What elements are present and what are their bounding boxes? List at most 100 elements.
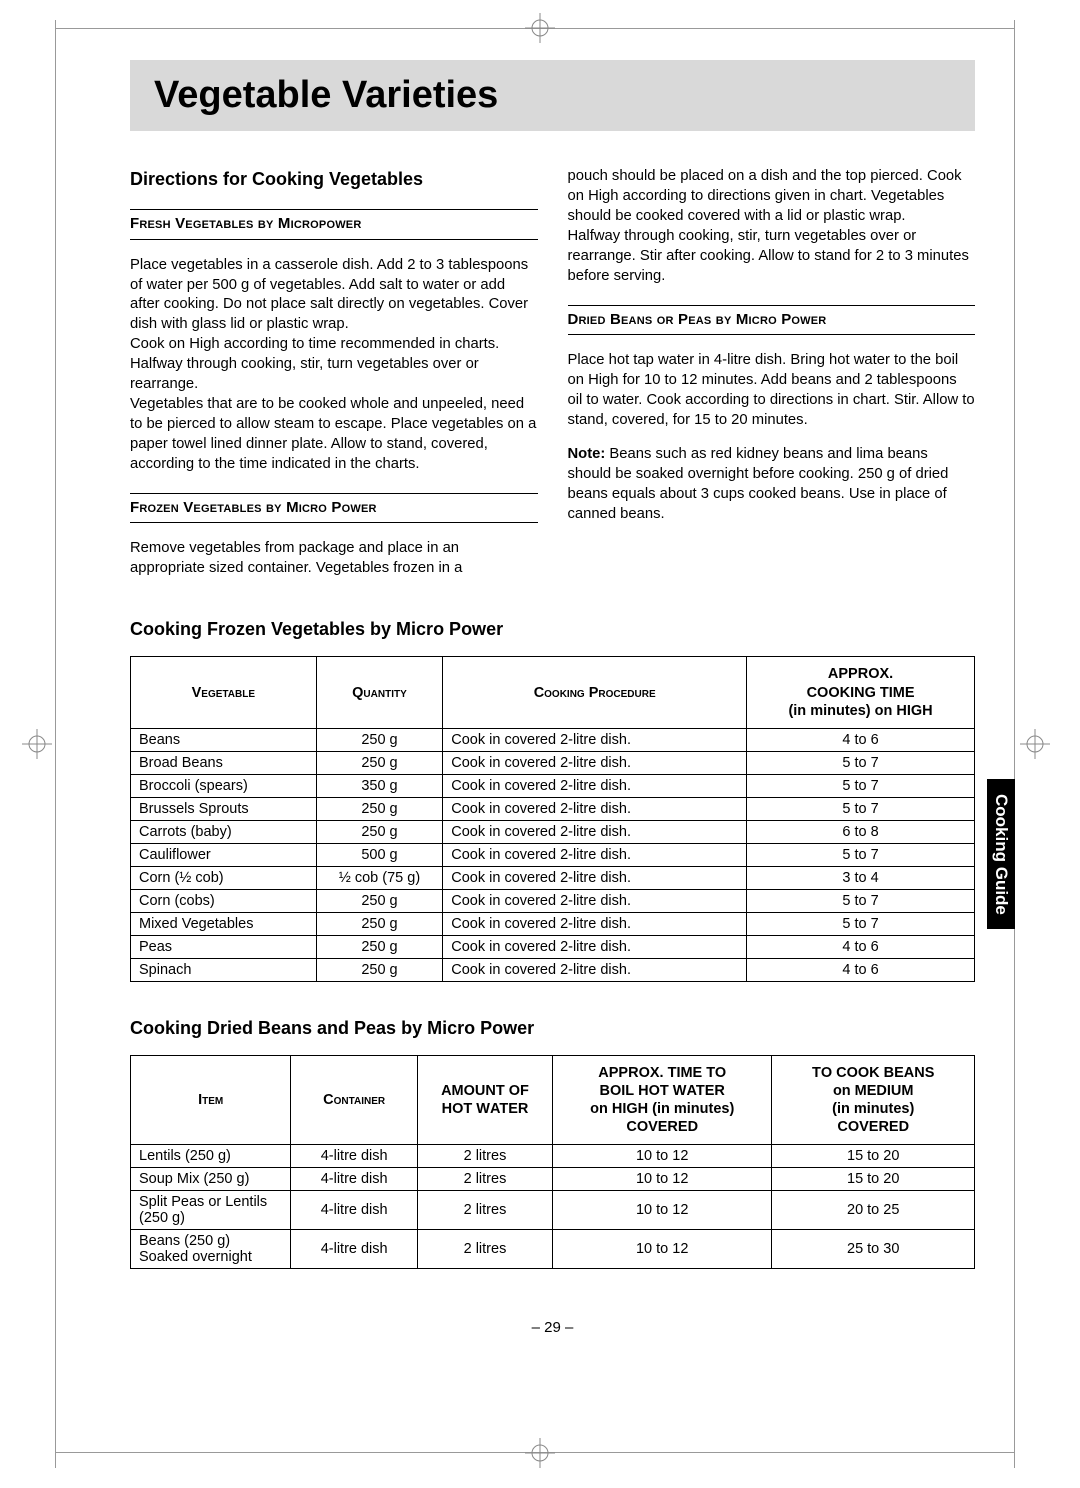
- table-cell: Carrots (baby): [131, 820, 317, 843]
- registration-mark-icon: [525, 13, 555, 43]
- table-header: Vegetable: [131, 657, 317, 728]
- table-cell: 2 litres: [417, 1191, 552, 1230]
- table-cell: Cook in covered 2-litre dish.: [443, 866, 747, 889]
- table-cell: Peas: [131, 935, 317, 958]
- table-cell: Brussels Sprouts: [131, 797, 317, 820]
- table-cell: Cauliflower: [131, 843, 317, 866]
- table-cell: Cook in covered 2-litre dish.: [443, 912, 747, 935]
- page-title: Vegetable Varieties: [154, 74, 951, 117]
- table-header: To Cook Beanson MEDIUM(in minutes)Covere…: [772, 1055, 975, 1145]
- table-cell: 10 to 12: [552, 1145, 771, 1168]
- table-cell: 4 to 6: [747, 728, 975, 751]
- note-label: Note:: [568, 446, 606, 462]
- body-text: Vegetables that are to be cooked whole a…: [130, 395, 538, 475]
- table-cell: Cook in covered 2-litre dish.: [443, 797, 747, 820]
- table-cell: 2 litres: [417, 1230, 552, 1269]
- frozen-veg-table: VegetableQuantityCooking ProcedureApprox…: [130, 656, 975, 981]
- registration-mark-icon: [525, 1438, 555, 1468]
- table-cell: 15 to 20: [772, 1145, 975, 1168]
- sub-heading-fresh: Fresh Vegetables by Micropower: [130, 209, 538, 239]
- table-cell: 250 g: [316, 797, 443, 820]
- table-cell: 2 litres: [417, 1168, 552, 1191]
- table-cell: 250 g: [316, 728, 443, 751]
- table-cell: 250 g: [316, 751, 443, 774]
- body-text: Place hot tap water in 4-litre dish. Bri…: [568, 351, 976, 431]
- table-cell: 15 to 20: [772, 1168, 975, 1191]
- table-cell: 4-litre dish: [291, 1168, 418, 1191]
- crop-mark: [55, 20, 56, 1468]
- table-cell: 2 litres: [417, 1145, 552, 1168]
- crop-mark: [1014, 20, 1015, 1468]
- table-cell: 250 g: [316, 958, 443, 981]
- page-number: – 29 –: [130, 1319, 975, 1336]
- table-cell: Mixed Vegetables: [131, 912, 317, 935]
- table-cell: Corn (½ cob): [131, 866, 317, 889]
- table-cell: 250 g: [316, 912, 443, 935]
- table-cell: 4-litre dish: [291, 1230, 418, 1269]
- body-text: Remove vegetables from package and place…: [130, 539, 538, 579]
- table-cell: 10 to 12: [552, 1168, 771, 1191]
- table-cell: 250 g: [316, 889, 443, 912]
- dried-beans-table: ItemContainerAmount ofHot WaterApprox. T…: [130, 1055, 975, 1270]
- right-column: pouch should be placed on a dish and the…: [568, 167, 976, 579]
- table-cell: Cook in covered 2-litre dish.: [443, 728, 747, 751]
- table-cell: 4-litre dish: [291, 1145, 418, 1168]
- table-cell: Spinach: [131, 958, 317, 981]
- table-header: Cooking Procedure: [443, 657, 747, 728]
- table-cell: Cook in covered 2-litre dish.: [443, 889, 747, 912]
- table-cell: Cook in covered 2-litre dish.: [443, 774, 747, 797]
- table-cell: Cook in covered 2-litre dish.: [443, 935, 747, 958]
- table-cell: Lentils (250 g): [131, 1145, 291, 1168]
- table-cell: 25 to 30: [772, 1230, 975, 1269]
- table-header: Approx.Cooking Time(in minutes) on HIGH: [747, 657, 975, 728]
- title-bar: Vegetable Varieties: [130, 60, 975, 131]
- table-cell: 10 to 12: [552, 1191, 771, 1230]
- table-cell: 250 g: [316, 935, 443, 958]
- table-cell: Broad Beans: [131, 751, 317, 774]
- body-text: pouch should be placed on a dish and the…: [568, 167, 976, 227]
- registration-mark-icon: [1020, 729, 1050, 759]
- table2-title: Cooking Dried Beans and Peas by Micro Po…: [130, 1018, 975, 1039]
- table1-title: Cooking Frozen Vegetables by Micro Power: [130, 619, 975, 640]
- table-header: Quantity: [316, 657, 443, 728]
- table-cell: Split Peas or Lentils (250 g): [131, 1191, 291, 1230]
- directions-heading: Directions for Cooking Vegetables: [130, 167, 538, 191]
- table-cell: Beans (250 g) Soaked overnight: [131, 1230, 291, 1269]
- sub-heading-frozen: Frozen Vegetables by Micro Power: [130, 493, 538, 523]
- table-cell: Cook in covered 2-litre dish.: [443, 751, 747, 774]
- table-header: Amount ofHot Water: [417, 1055, 552, 1145]
- left-column: Directions for Cooking Vegetables Fresh …: [130, 167, 538, 579]
- table-cell: ½ cob (75 g): [316, 866, 443, 889]
- table-cell: 4 to 6: [747, 935, 975, 958]
- table-header: Approx. Time toBoil Hot Wateron HIGH (in…: [552, 1055, 771, 1145]
- table-cell: 5 to 7: [747, 912, 975, 935]
- table-cell: Beans: [131, 728, 317, 751]
- table-cell: 6 to 8: [747, 820, 975, 843]
- note-body: Beans such as red kidney beans and lima …: [568, 446, 949, 522]
- note-text: Note: Beans such as red kidney beans and…: [568, 445, 976, 525]
- table-cell: 3 to 4: [747, 866, 975, 889]
- table-cell: Cook in covered 2-litre dish.: [443, 820, 747, 843]
- table-cell: 4 to 6: [747, 958, 975, 981]
- table-cell: Cook in covered 2-litre dish.: [443, 958, 747, 981]
- table-header: Item: [131, 1055, 291, 1145]
- table-cell: 5 to 7: [747, 774, 975, 797]
- table-header: Container: [291, 1055, 418, 1145]
- body-text: Cook on High according to time recommend…: [130, 335, 538, 395]
- table-cell: Broccoli (spears): [131, 774, 317, 797]
- table-cell: 350 g: [316, 774, 443, 797]
- table-cell: 5 to 7: [747, 751, 975, 774]
- table-cell: Corn (cobs): [131, 889, 317, 912]
- table-cell: Cook in covered 2-litre dish.: [443, 843, 747, 866]
- sub-heading-dried: Dried Beans or Peas by Micro Power: [568, 305, 976, 335]
- body-text: Place vegetables in a casserole dish. Ad…: [130, 256, 538, 336]
- table-cell: 5 to 7: [747, 797, 975, 820]
- table-cell: 250 g: [316, 820, 443, 843]
- table-cell: 10 to 12: [552, 1230, 771, 1269]
- registration-mark-icon: [22, 729, 52, 759]
- table-cell: 5 to 7: [747, 843, 975, 866]
- table-cell: Soup Mix (250 g): [131, 1168, 291, 1191]
- table-cell: 5 to 7: [747, 889, 975, 912]
- table-cell: 4-litre dish: [291, 1191, 418, 1230]
- table-cell: 20 to 25: [772, 1191, 975, 1230]
